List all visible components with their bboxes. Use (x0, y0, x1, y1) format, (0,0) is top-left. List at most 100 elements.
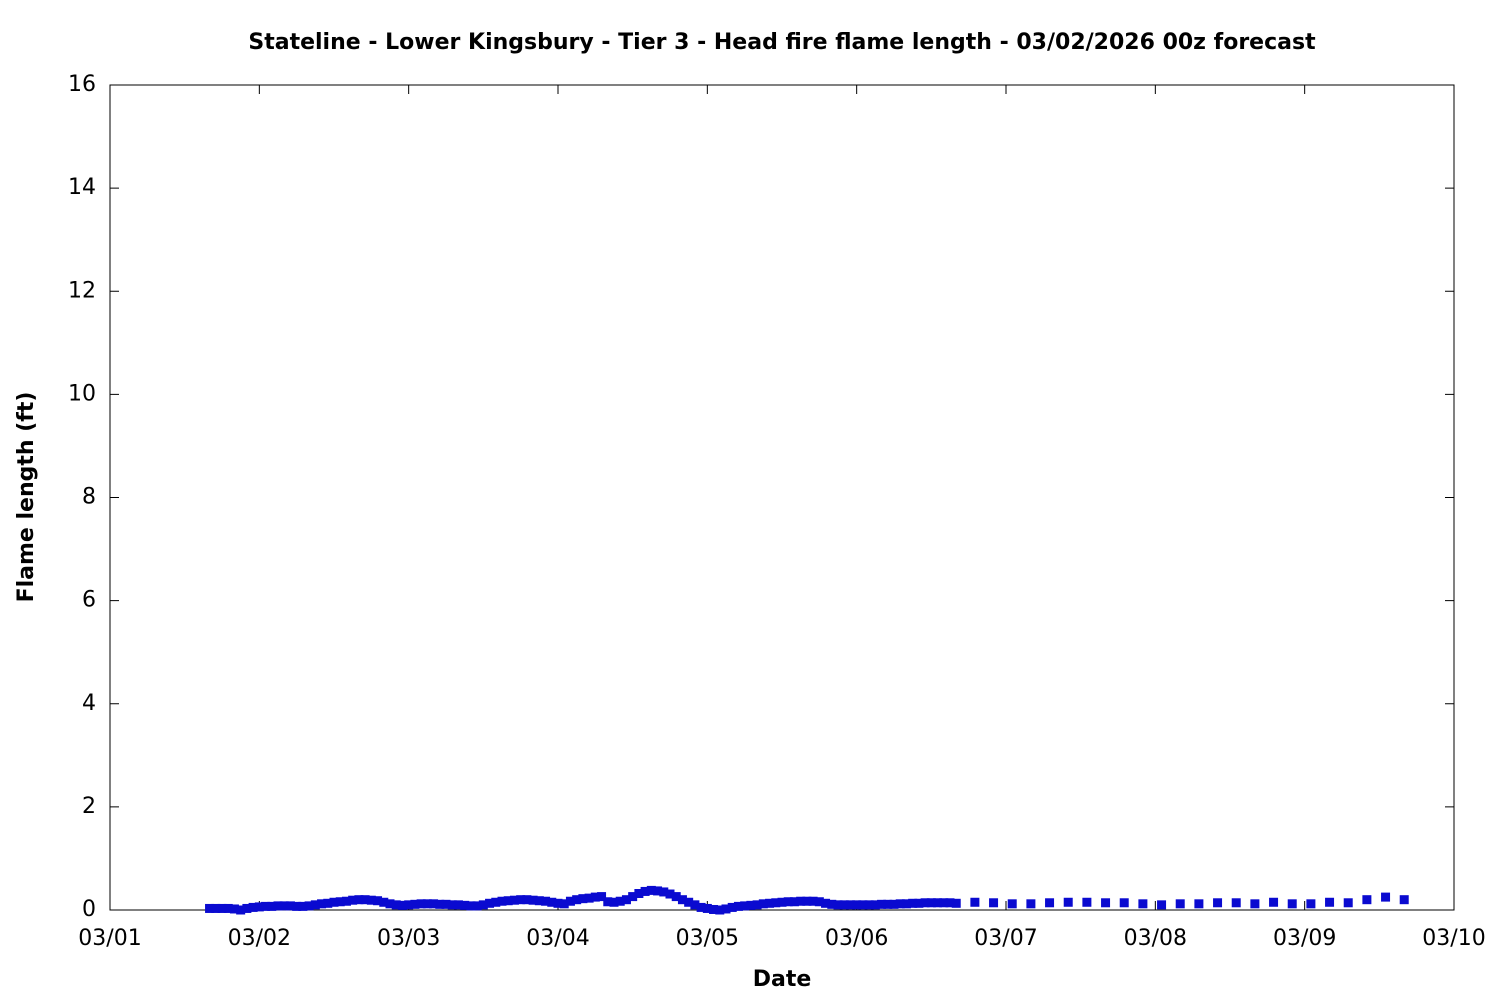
point (1119, 898, 1129, 908)
point (926, 898, 936, 908)
point (348, 895, 358, 905)
point (460, 900, 470, 910)
point (621, 895, 631, 905)
point (341, 896, 351, 906)
point (901, 899, 911, 909)
point (1138, 899, 1148, 909)
point (335, 897, 345, 907)
point (609, 897, 619, 907)
point (1026, 899, 1036, 909)
point (752, 900, 762, 910)
point (410, 899, 420, 909)
point (205, 903, 215, 913)
point (1325, 897, 1335, 907)
point (534, 896, 544, 906)
point (1157, 900, 1167, 910)
point (665, 889, 675, 899)
y-tick-label: 6 (82, 588, 96, 613)
point (1063, 897, 1073, 907)
point (945, 898, 955, 908)
point (821, 898, 831, 908)
point (783, 897, 793, 907)
point (864, 900, 874, 910)
y-tick-label: 0 (82, 897, 96, 922)
point (653, 886, 663, 896)
point (1175, 899, 1185, 909)
point (354, 895, 364, 905)
point (845, 900, 855, 910)
x-tick-label: 03/03 (377, 926, 440, 951)
point (634, 889, 644, 898)
point (1343, 898, 1353, 908)
point (883, 899, 893, 909)
point (279, 901, 289, 911)
point (1082, 897, 1092, 907)
point (951, 898, 961, 908)
point (404, 900, 414, 910)
point (677, 895, 687, 905)
point (715, 905, 725, 915)
point (603, 897, 613, 907)
point (472, 901, 482, 911)
point (261, 901, 271, 911)
point (528, 895, 538, 905)
point (833, 900, 843, 910)
point (373, 896, 383, 906)
point (870, 900, 880, 910)
point (248, 902, 258, 912)
point (789, 897, 799, 907)
point (466, 901, 476, 911)
point (802, 896, 812, 906)
point (1399, 895, 1409, 905)
point (547, 897, 557, 907)
point (242, 903, 252, 913)
point (553, 898, 563, 908)
point (1231, 898, 1241, 908)
point (597, 892, 607, 902)
point (447, 900, 457, 910)
point (503, 896, 513, 906)
point (933, 898, 943, 908)
point (304, 901, 314, 911)
point (453, 900, 463, 910)
x-tick-label: 03/04 (526, 926, 589, 951)
point (491, 897, 501, 907)
point (273, 901, 283, 911)
point (584, 893, 594, 903)
x-tick-label: 03/06 (825, 926, 888, 951)
point (229, 904, 239, 914)
y-tick-label: 14 (68, 175, 96, 200)
point (360, 895, 370, 905)
point (733, 901, 743, 911)
point (671, 892, 681, 902)
point (827, 899, 837, 909)
point (1287, 899, 1297, 909)
point (285, 901, 295, 911)
point (385, 899, 395, 909)
y-tick-label: 8 (82, 485, 96, 510)
point (920, 898, 930, 908)
point (217, 903, 227, 913)
point (858, 900, 868, 910)
point (292, 901, 302, 911)
point (852, 900, 862, 910)
point (740, 901, 750, 911)
point (298, 901, 308, 911)
point (659, 887, 669, 897)
point (808, 896, 818, 906)
point (889, 899, 899, 909)
point (254, 902, 264, 912)
x-tick-label: 03/07 (974, 926, 1037, 951)
x-tick-label: 03/09 (1273, 926, 1336, 951)
point (267, 901, 277, 911)
point (541, 896, 551, 906)
x-tick-label: 03/10 (1422, 926, 1485, 951)
x-tick-label: 03/01 (78, 926, 141, 951)
point (684, 897, 694, 907)
point (1362, 895, 1372, 905)
x-tick-label: 03/02 (228, 926, 291, 951)
point (485, 898, 495, 908)
point (441, 899, 451, 909)
